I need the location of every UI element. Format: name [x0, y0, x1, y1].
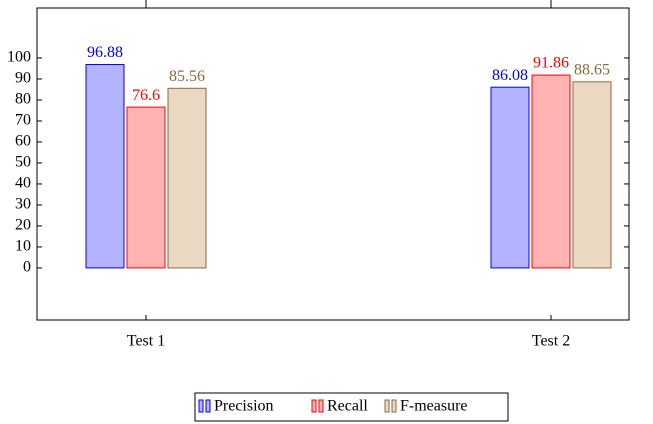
bar [572, 81, 612, 269]
axis-frame [36, 7, 630, 321]
y-tick-label: 100 [7, 49, 31, 66]
y-tick-label: 90 [15, 70, 31, 87]
legend-swatch [311, 399, 317, 413]
legend [194, 392, 509, 422]
y-tick-label: 30 [15, 196, 31, 213]
legend-swatch [384, 399, 390, 413]
y-tick-label: 40 [15, 175, 31, 192]
legend-label: F-measure [400, 398, 468, 415]
y-tick-label: 10 [15, 238, 31, 255]
bar [126, 106, 166, 269]
legend-swatch [318, 399, 324, 413]
y-tick-label: 70 [15, 112, 31, 129]
y-tick-label: 0 [23, 259, 31, 276]
legend-label: Recall [327, 398, 368, 415]
bar [531, 74, 571, 269]
bar [490, 86, 530, 269]
data-label: 96.88 [87, 44, 123, 61]
x-tick-label: Test 2 [532, 333, 570, 350]
legend-label: Precision [214, 398, 274, 415]
data-label: 85.56 [169, 68, 205, 85]
bar [85, 64, 125, 269]
y-tick-label: 80 [15, 91, 31, 108]
legend-swatch [391, 399, 397, 413]
bar [167, 87, 207, 269]
data-label: 91.86 [533, 55, 569, 72]
y-tick-label: 50 [15, 154, 31, 171]
data-label: 88.65 [574, 61, 610, 78]
legend-box [194, 392, 509, 422]
y-tick-label: 20 [15, 217, 31, 234]
x-tick-label: Test 1 [127, 333, 165, 350]
legend-swatch [205, 399, 211, 413]
y-tick-label: 60 [15, 133, 31, 150]
data-label: 76.6 [132, 87, 160, 104]
data-label: 86.08 [492, 67, 528, 84]
legend-swatch [198, 399, 204, 413]
